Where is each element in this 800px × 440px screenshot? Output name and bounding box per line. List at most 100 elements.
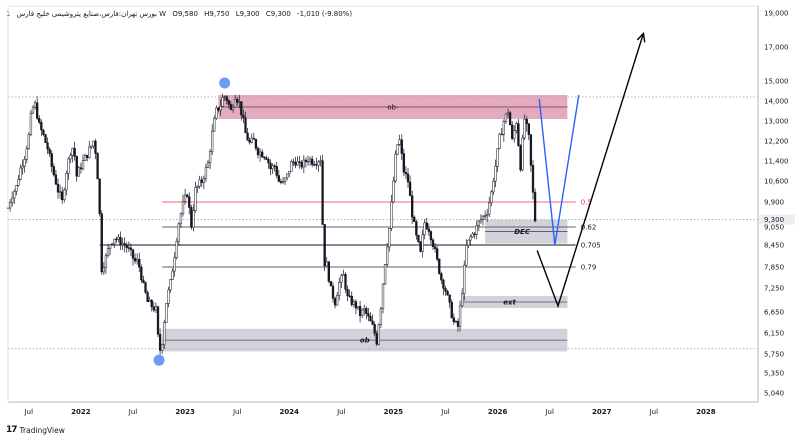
candle-body: [288, 171, 291, 175]
candle-body: [373, 324, 376, 334]
candle-body: [340, 275, 343, 283]
candle-body: [240, 101, 243, 116]
candle-body: [54, 174, 58, 185]
candle-body: [271, 165, 274, 170]
candle-body: [279, 181, 283, 183]
y-tick-label: 11,400: [764, 158, 789, 166]
candle-body: [96, 153, 99, 180]
candle-body: [444, 288, 447, 292]
candle-body: [69, 155, 72, 160]
candle-body: [352, 301, 355, 305]
candle-body: [450, 301, 453, 318]
candle-body: [25, 148, 28, 160]
candle-body: [94, 140, 97, 154]
candle-body: [36, 102, 39, 119]
candle-body: [73, 147, 76, 157]
candle-body: [277, 175, 280, 182]
candle-body: [104, 255, 108, 268]
candle-body: [225, 96, 228, 101]
candle-body: [152, 306, 155, 311]
candle-body: [413, 216, 416, 222]
candle-body: [179, 213, 183, 225]
candle-body: [221, 97, 224, 107]
y-tick-label: 5,040: [764, 390, 784, 398]
candle-body: [169, 279, 172, 291]
candle-body: [252, 137, 255, 140]
candles-layer: [6, 93, 537, 355]
candle-body: [154, 306, 158, 311]
candle-body: [158, 333, 162, 351]
y-tick-label: 5,750: [764, 351, 784, 359]
candle-body: [286, 173, 289, 179]
candle-body: [411, 195, 414, 218]
levels-layer: 0.5 0.62 0.705 0.79: [99, 199, 601, 272]
tradingview-brand[interactable]: 17 TradingView: [6, 425, 65, 435]
candle-body: [90, 145, 93, 148]
candle-body: [377, 324, 380, 345]
x-tick-label: Jul: [128, 408, 138, 416]
candle-body: [156, 306, 160, 335]
candle-body: [246, 132, 249, 141]
candle-body: [383, 264, 387, 285]
candle-body: [208, 151, 212, 163]
candle-body: [363, 308, 366, 311]
candle-body: [517, 123, 520, 146]
candle-body: [315, 164, 318, 166]
x-tick-label: Jul: [544, 408, 554, 416]
candle-body: [529, 134, 533, 166]
candle-body: [311, 158, 314, 165]
candle-body: [102, 267, 105, 273]
candle-body: [358, 306, 362, 316]
candle-body: [56, 183, 60, 193]
candle-body: [408, 181, 412, 196]
candle-body: [350, 295, 353, 305]
candle-body: [127, 247, 130, 249]
candle-body: [379, 308, 383, 325]
fib-level-label: 0.5: [581, 199, 592, 207]
candle-body: [356, 306, 360, 309]
candle-body: [421, 234, 424, 252]
candle-body: [498, 133, 501, 149]
candle-body: [281, 181, 285, 183]
candle-body: [58, 191, 62, 193]
candle-body: [50, 153, 53, 167]
candle-body: [23, 159, 26, 167]
candle-body: [204, 167, 208, 179]
candle-body: [519, 145, 522, 171]
candle-body: [475, 225, 478, 235]
fib-level-label: 0.79: [581, 264, 597, 272]
candle-body: [238, 101, 241, 103]
candle-body: [215, 107, 218, 119]
candle-body: [115, 238, 118, 241]
candle-body: [248, 140, 251, 143]
candle-body: [263, 156, 266, 159]
candle-body: [313, 164, 316, 166]
candle-body: [433, 246, 437, 249]
candle-body: [521, 137, 524, 171]
y-tick-label: 10,600: [764, 178, 789, 186]
candle-body: [486, 213, 489, 216]
candle-body: [319, 160, 322, 163]
candle-body: [425, 222, 428, 230]
candle-body: [61, 191, 64, 201]
candle-body: [525, 118, 528, 125]
symbol-name[interactable]: بورس تهران:فارس،صنایع پتروشیمی خلیج فارس…: [16, 10, 167, 18]
candle-body: [338, 282, 341, 296]
candle-body: [292, 161, 295, 163]
candle-body: [129, 247, 133, 250]
candle-body: [200, 179, 203, 183]
candle-body: [346, 288, 349, 297]
candle-body: [46, 142, 49, 150]
x-tick-label: Jul: [649, 408, 659, 416]
candle-body: [306, 161, 310, 163]
candle-body: [488, 202, 491, 215]
zone-label: ext: [503, 299, 516, 307]
candle-body: [511, 124, 514, 139]
close-value: C9,300: [265, 10, 291, 18]
candle-body: [236, 99, 239, 103]
open-value: O9,580: [172, 10, 198, 18]
candle-body: [390, 201, 393, 229]
candle-body: [365, 308, 368, 314]
candle-body: [217, 107, 220, 111]
